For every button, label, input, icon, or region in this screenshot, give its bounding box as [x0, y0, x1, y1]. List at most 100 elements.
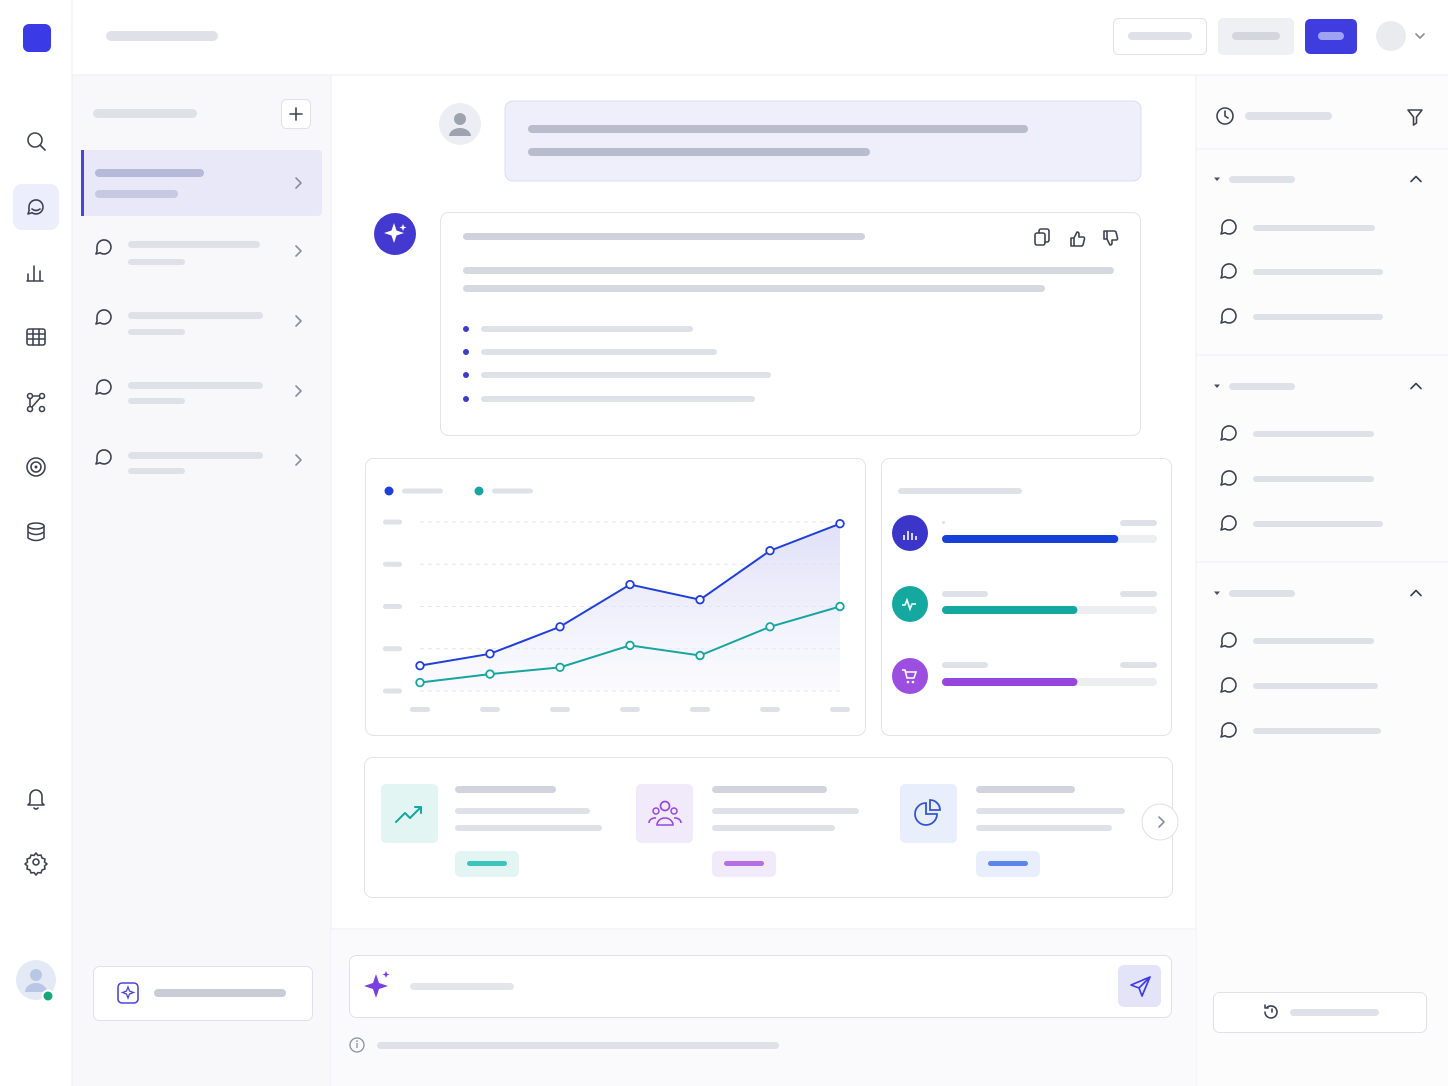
nav-table-part	[26, 328, 46, 346]
data-point	[555, 622, 565, 632]
history-item[interactable]	[1220, 722, 1381, 738]
user-avatar-small	[439, 103, 481, 145]
conversation-item[interactable]	[95, 379, 302, 404]
user-message	[504, 100, 1142, 182]
refresh-button[interactable]	[1213, 992, 1427, 1033]
conversation-item[interactable]	[95, 239, 302, 265]
nav-settings-part	[32, 858, 40, 866]
history-item[interactable]	[1220, 470, 1374, 486]
logo[interactable]	[23, 24, 51, 52]
conversation-item[interactable]	[95, 309, 302, 335]
sidebar-bg	[72, 75, 331, 1086]
history-section[interactable]	[1214, 382, 1422, 390]
history-item[interactable]	[1220, 308, 1383, 324]
assistant-message-part	[463, 372, 469, 378]
profile-menu[interactable]	[1376, 21, 1425, 51]
history-item-part	[1253, 225, 1375, 231]
button-primary[interactable]	[1305, 19, 1357, 54]
nav-analytics[interactable]	[26, 265, 44, 282]
metric-labels-part	[1120, 662, 1157, 668]
x-tick-placeholder	[550, 707, 570, 712]
history-section-part	[1229, 590, 1295, 597]
disclaimer-part	[377, 1042, 779, 1049]
conversation-item-active-part	[95, 169, 204, 177]
profile-menu-part	[1376, 21, 1406, 51]
history-item[interactable]	[1220, 632, 1374, 648]
insight-card-part	[455, 786, 556, 793]
metric-labels-part	[1120, 520, 1157, 526]
insight-card-part	[712, 786, 827, 793]
thumbs-down-button[interactable]	[1103, 230, 1119, 246]
metric-labels-part	[942, 591, 988, 597]
conversation-item-active[interactable]	[81, 150, 322, 216]
insight-card-part	[724, 861, 764, 866]
nav-search-part	[27, 132, 43, 148]
legend-swatch	[384, 486, 394, 496]
nav-goals-part	[30, 461, 42, 473]
history-item-part	[1253, 476, 1374, 482]
user-message-part	[528, 125, 1028, 133]
insight-card-part	[648, 817, 682, 826]
nav-data[interactable]	[27, 522, 45, 542]
history-item[interactable]	[1220, 677, 1378, 693]
history-item[interactable]	[1220, 219, 1375, 235]
y-tick-placeholder	[383, 519, 402, 525]
y-tick-placeholder	[383, 604, 402, 609]
nav-settings[interactable]	[24, 852, 48, 876]
button-primary-part	[1318, 32, 1344, 40]
data-point	[485, 649, 495, 659]
next-button[interactable]	[1141, 803, 1179, 841]
nav-table[interactable]	[26, 328, 46, 346]
history-item-part	[1253, 728, 1381, 734]
nav-goals-part	[34, 465, 38, 469]
button-outline[interactable]	[1113, 18, 1207, 55]
metric-icon-part	[911, 680, 915, 684]
insight-card[interactable]	[381, 784, 602, 877]
insight-card[interactable]	[900, 784, 1125, 877]
copy-button-part	[1034, 232, 1046, 246]
conversation-item-part	[128, 241, 260, 248]
sidebar-action-button[interactable]	[93, 966, 313, 1021]
history-item[interactable]	[1220, 425, 1374, 441]
insight-card-part	[914, 802, 938, 826]
history-section[interactable]	[1214, 175, 1422, 183]
nav-analytics-part	[26, 265, 44, 282]
message-input-part	[349, 955, 1172, 1018]
nav-active-bg	[13, 184, 59, 230]
nav-goals-part	[26, 457, 46, 477]
send-button[interactable]	[1118, 965, 1161, 1007]
x-tick-placeholder	[410, 707, 430, 712]
data-point	[625, 640, 635, 651]
series-area	[420, 523, 840, 691]
insight-card[interactable]	[636, 784, 859, 877]
metrics-title	[898, 488, 1022, 494]
insight-card-part	[976, 808, 1125, 814]
profile-menu-part	[1415, 33, 1425, 39]
history-header-part	[1245, 112, 1332, 120]
conversation-item[interactable]	[95, 449, 302, 474]
assistant-message	[440, 212, 1141, 436]
message-input[interactable]	[349, 955, 1172, 1018]
copy-button[interactable]	[1034, 228, 1050, 246]
nav-flow[interactable]	[26, 392, 46, 413]
history-section[interactable]	[1214, 589, 1422, 597]
history-item[interactable]	[1220, 263, 1383, 279]
disclaimer-part	[349, 1037, 365, 1053]
history-item[interactable]	[1220, 515, 1383, 531]
history-header-part	[1224, 110, 1229, 119]
thumbs-up-button[interactable]	[1070, 231, 1086, 247]
data-point	[835, 518, 845, 529]
nav-chat[interactable]	[27, 199, 44, 215]
line-chart	[383, 486, 850, 712]
new-chat-button[interactable]	[281, 99, 311, 129]
nav-search[interactable]	[27, 132, 46, 151]
conversation-item-part	[128, 259, 185, 265]
user-avatar[interactable]	[16, 960, 56, 1003]
nav-notifications[interactable]	[27, 789, 45, 810]
data-point	[765, 622, 775, 632]
insight-card-part	[659, 800, 671, 812]
filter-button[interactable]	[1407, 109, 1423, 126]
nav-goals[interactable]	[26, 457, 46, 477]
button-secondary[interactable]	[1218, 18, 1294, 55]
